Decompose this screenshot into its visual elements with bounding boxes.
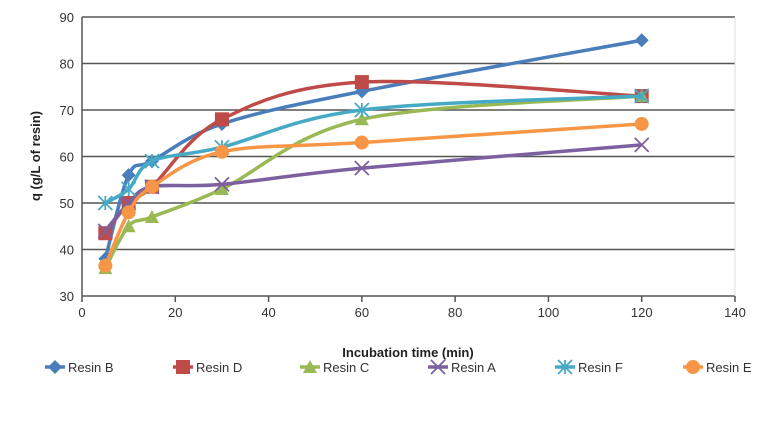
x-tick-label: 140 [724, 305, 746, 320]
data-point-resin-b [634, 33, 649, 48]
y-tick-label: 50 [60, 196, 74, 211]
data-point-resin-d [98, 226, 113, 241]
y-tick-label: 70 [60, 103, 74, 118]
data-point-resin-a [634, 137, 650, 153]
data-point-resin-e [121, 205, 136, 220]
axes: 30 40 50 60 70 80 90 0 20 40 60 80 100 120 140 [60, 10, 746, 320]
y-tick-label: 60 [60, 150, 74, 165]
y-tick-label: 90 [60, 10, 74, 25]
y-axis-label: q (g/L of resin) [28, 111, 43, 201]
data-point-resin-f [121, 181, 137, 197]
series-line-resin-a [103, 143, 642, 233]
series-line-resin-c [103, 94, 642, 269]
legend-item-resin-e: Resin E [683, 360, 752, 375]
legend-marker-resin-f [557, 359, 573, 375]
data-point-resin-a [214, 176, 230, 193]
legend-marker-resin-b [48, 360, 62, 374]
series-line-resin-d [103, 79, 642, 235]
legend: Resin B Resin D Resin C Resin A Resin F Resin… [45, 359, 752, 375]
x-tick-label: 80 [448, 305, 462, 320]
data-point-resin-c [121, 219, 136, 233]
legend-label: Resin C [323, 360, 369, 375]
y-tick-label: 80 [60, 57, 74, 72]
legend-label: Resin A [451, 360, 496, 375]
x-axis-label: Incubation time (min) [342, 345, 473, 360]
data-point-resin-b [121, 168, 136, 183]
legend-marker-resin-a [430, 359, 446, 375]
data-point-resin-c [144, 209, 159, 223]
legend-label: Resin B [68, 360, 114, 375]
legend-item-resin-a: Resin A [428, 359, 496, 375]
series-resin-e [98, 116, 649, 273]
data-point-resin-e [634, 116, 649, 131]
data-point-resin-e [214, 144, 229, 159]
data-point-resin-d [354, 75, 369, 90]
data-point-resin-a [354, 160, 370, 176]
legend-item-resin-f: Resin F [555, 359, 623, 375]
legend-label: Resin F [578, 360, 623, 375]
x-tick-label: 100 [538, 305, 560, 320]
data-point-resin-f [354, 102, 370, 118]
legend-label: Resin D [196, 360, 242, 375]
y-tick-label: 30 [60, 289, 74, 304]
x-tick-label: 0 [78, 305, 85, 320]
data-point-resin-e [354, 135, 369, 150]
data-point-resin-e [98, 258, 113, 273]
x-tick-label: 120 [631, 305, 653, 320]
legend-marker-resin-c [303, 360, 317, 373]
legend-label: Resin E [706, 360, 752, 375]
data-point-resin-f [634, 88, 650, 104]
x-tick-label: 20 [168, 305, 182, 320]
data-point-resin-c [214, 182, 229, 196]
x-tick-label: 60 [355, 305, 369, 320]
x-tick-label: 40 [261, 305, 275, 320]
y-tick-label: 40 [60, 243, 74, 258]
legend-marker-resin-d [176, 360, 190, 374]
series-resin-f [97, 88, 650, 211]
data-point-resin-f [97, 195, 113, 211]
legend-item-resin-c: Resin C [300, 360, 369, 375]
data-point-resin-e [144, 179, 159, 194]
data-point-resin-f [144, 153, 160, 169]
data-point-resin-d [214, 112, 229, 127]
legend-marker-resin-e [686, 360, 700, 374]
data-point-resin-a [97, 223, 113, 239]
series-group [97, 33, 650, 275]
data-point-resin-c [354, 112, 369, 126]
legend-item-resin-d: Resin D [173, 360, 242, 375]
legend-item-resin-b: Resin B [45, 360, 114, 375]
series-resin-c [98, 89, 649, 275]
